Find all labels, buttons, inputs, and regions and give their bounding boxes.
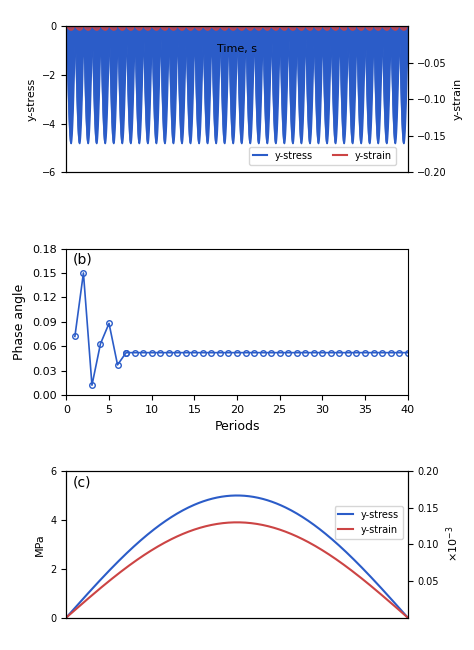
Text: (b): (b) bbox=[73, 253, 93, 267]
y-strain bbox=[352, 569, 358, 577]
Y-axis label: y-strain: y-strain bbox=[453, 78, 463, 120]
y-stress bbox=[64, 614, 69, 621]
Y-axis label: Phase angle: Phase angle bbox=[13, 283, 27, 360]
y-strain bbox=[268, 523, 273, 531]
y-stress bbox=[268, 497, 273, 505]
y-stress bbox=[352, 557, 358, 565]
X-axis label: Periods: Periods bbox=[214, 421, 260, 434]
y-stress bbox=[273, 499, 279, 507]
y-stress bbox=[64, 612, 70, 620]
y-strain bbox=[273, 525, 279, 532]
Y-axis label: MPa: MPa bbox=[35, 533, 45, 556]
y-stress bbox=[374, 579, 380, 587]
Legend: y-stress, y-strain: y-stress, y-strain bbox=[249, 147, 396, 164]
y-stress bbox=[267, 497, 273, 505]
Y-axis label: y-stress: y-stress bbox=[27, 77, 36, 121]
Y-axis label: $\times10^{-3}$: $\times10^{-3}$ bbox=[445, 526, 461, 562]
y-strain bbox=[64, 614, 69, 621]
y-strain bbox=[374, 587, 380, 595]
y-strain bbox=[234, 519, 239, 526]
y-stress bbox=[405, 614, 410, 621]
Legend: y-stress, y-strain: y-stress, y-strain bbox=[335, 506, 403, 539]
Line: y-stress: y-stress bbox=[66, 495, 408, 618]
y-strain bbox=[405, 614, 410, 621]
y-strain bbox=[267, 523, 273, 530]
Line: y-strain: y-strain bbox=[66, 523, 408, 618]
y-stress bbox=[234, 491, 239, 499]
y-strain bbox=[64, 612, 70, 620]
Text: (c): (c) bbox=[73, 476, 91, 489]
Text: Time, s: Time, s bbox=[217, 44, 257, 53]
